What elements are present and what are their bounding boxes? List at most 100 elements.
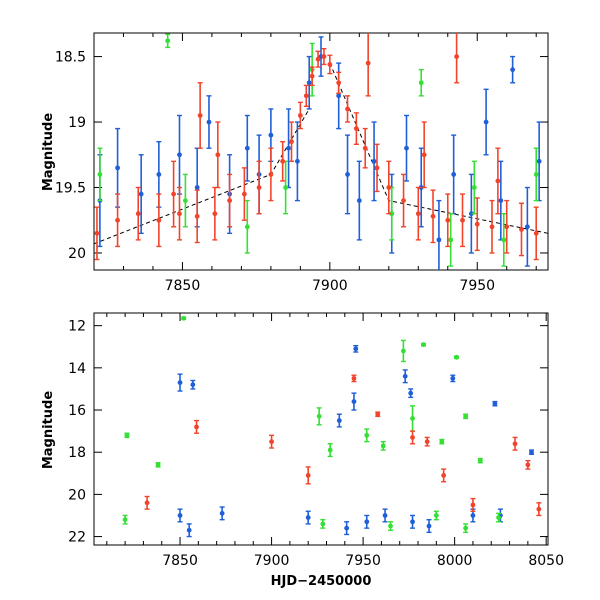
data-point bbox=[525, 462, 531, 468]
data-point bbox=[365, 60, 371, 66]
top-data-points bbox=[94, 33, 542, 270]
x-tick-label: 7900 bbox=[312, 278, 348, 294]
data-point bbox=[371, 158, 377, 164]
data-point bbox=[496, 515, 501, 520]
data-point bbox=[280, 158, 286, 164]
data-point bbox=[320, 521, 326, 527]
data-point bbox=[353, 126, 359, 131]
data-point bbox=[345, 172, 350, 177]
data-point bbox=[206, 119, 212, 125]
data-point bbox=[448, 237, 454, 243]
x-tick-label: 7950 bbox=[459, 278, 495, 294]
data-point bbox=[336, 418, 342, 423]
y-tick-label: 20 bbox=[68, 487, 86, 503]
data-point bbox=[212, 211, 218, 217]
clipped-points bbox=[122, 315, 542, 538]
data-point bbox=[536, 158, 542, 164]
y-tick-label: 14 bbox=[68, 361, 86, 377]
y-tick-label: 18.5 bbox=[55, 50, 86, 66]
data-point bbox=[389, 211, 395, 217]
data-point bbox=[451, 172, 457, 177]
bottom-x-tick-labels: 7850 7900 7950 8000 8050 bbox=[162, 553, 564, 569]
trend-line-rising bbox=[93, 108, 310, 245]
data-point bbox=[375, 411, 381, 417]
data-point bbox=[501, 237, 507, 243]
data-point bbox=[492, 401, 498, 407]
data-point bbox=[289, 139, 294, 145]
data-point bbox=[344, 525, 350, 531]
data-point bbox=[244, 145, 250, 151]
data-point bbox=[186, 527, 192, 533]
data-point bbox=[356, 198, 362, 204]
data-point bbox=[215, 152, 221, 158]
bottom-axis-ticks bbox=[94, 313, 548, 545]
data-point bbox=[135, 211, 141, 217]
data-point bbox=[477, 458, 483, 464]
data-point bbox=[309, 73, 315, 79]
data-point bbox=[305, 473, 311, 478]
data-point bbox=[156, 217, 162, 223]
data-point bbox=[382, 513, 388, 518]
x-tick-label: 7850 bbox=[165, 278, 201, 294]
x-tick-label: 7950 bbox=[345, 553, 381, 569]
data-point bbox=[498, 198, 504, 204]
data-point bbox=[286, 145, 291, 151]
top-y-tick-labels: 18.5 19 19.5 20 bbox=[55, 50, 86, 262]
x-tick-label: 7900 bbox=[254, 553, 290, 569]
data-point bbox=[504, 224, 510, 230]
data-point bbox=[454, 354, 459, 360]
y-tick-label: 22 bbox=[68, 530, 86, 546]
data-point bbox=[177, 211, 182, 217]
bottom-data-points bbox=[122, 315, 542, 538]
data-point bbox=[336, 93, 342, 99]
data-point bbox=[495, 178, 501, 184]
data-point bbox=[510, 67, 516, 73]
y-tick-label: 20 bbox=[68, 246, 86, 262]
data-point bbox=[445, 217, 451, 223]
data-point bbox=[351, 399, 357, 404]
data-point bbox=[295, 158, 300, 164]
data-point bbox=[165, 38, 171, 44]
data-point bbox=[122, 517, 128, 523]
data-point bbox=[181, 315, 187, 321]
data-point bbox=[306, 80, 312, 86]
data-point bbox=[404, 145, 409, 151]
data-point bbox=[430, 213, 436, 219]
x-tick-label: 8050 bbox=[528, 553, 564, 569]
y-tick-label: 12 bbox=[68, 319, 86, 335]
data-point bbox=[115, 165, 120, 171]
data-point bbox=[97, 172, 103, 177]
data-point bbox=[345, 106, 350, 112]
data-point bbox=[297, 113, 303, 118]
top-y-axis-label: Magnitude bbox=[41, 113, 56, 192]
data-point bbox=[426, 523, 432, 529]
data-point bbox=[316, 413, 322, 419]
data-point bbox=[362, 145, 368, 151]
data-point bbox=[138, 191, 144, 197]
data-point bbox=[471, 185, 477, 190]
data-point bbox=[327, 447, 333, 453]
x-tick-label: 8000 bbox=[437, 553, 473, 569]
data-point bbox=[155, 462, 161, 468]
data-point bbox=[533, 230, 539, 236]
data-point bbox=[283, 185, 289, 190]
data-point bbox=[489, 224, 495, 230]
data-point bbox=[519, 227, 524, 232]
data-point bbox=[470, 502, 476, 508]
data-point bbox=[421, 152, 427, 158]
data-point bbox=[408, 390, 414, 396]
data-point bbox=[463, 413, 469, 419]
data-point bbox=[463, 525, 469, 531]
data-point bbox=[460, 217, 465, 223]
data-point bbox=[364, 519, 370, 525]
data-point bbox=[194, 213, 200, 219]
data-point bbox=[227, 198, 233, 204]
data-point bbox=[524, 224, 530, 230]
data-point bbox=[400, 348, 406, 354]
data-point bbox=[470, 513, 476, 518]
data-point bbox=[194, 185, 200, 190]
top-trend-lines bbox=[93, 62, 549, 245]
data-point bbox=[190, 382, 196, 388]
data-point bbox=[439, 439, 445, 445]
top-plot-frame bbox=[93, 32, 549, 271]
